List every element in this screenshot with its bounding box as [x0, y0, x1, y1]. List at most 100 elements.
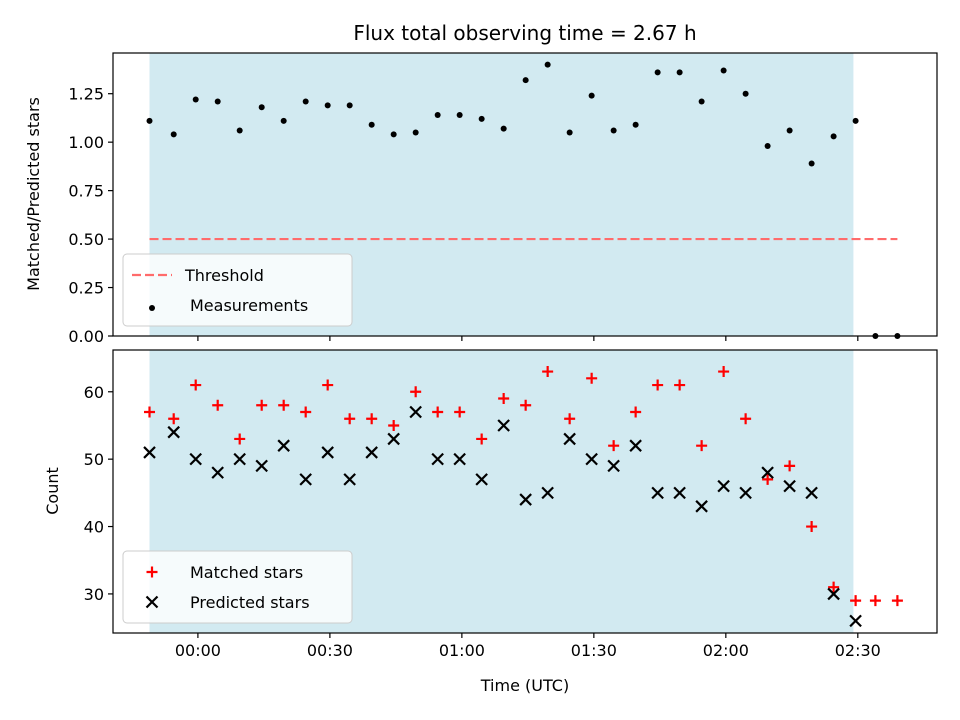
measurement-point	[654, 69, 661, 76]
measurement-point	[786, 127, 793, 134]
legend-predicted-swatch	[145, 595, 159, 609]
measurement-point	[830, 133, 837, 140]
predicted-star-point	[629, 439, 642, 452]
x-tick-label: 00:00	[175, 641, 221, 660]
matched-star-point	[850, 595, 862, 607]
legend-box	[122, 550, 353, 624]
matched-star-point	[144, 406, 156, 418]
predicted-star-point	[409, 405, 422, 419]
predicted-star-point	[695, 500, 708, 513]
predicted-star-point	[299, 473, 312, 486]
matched-star-point	[869, 595, 881, 607]
y-tick-label: 50	[84, 450, 104, 469]
y-tick-label: 0.50	[68, 230, 104, 249]
x-tick-label: 00:30	[307, 641, 353, 660]
predicted-star-point	[651, 486, 664, 500]
y-tick-label: 40	[84, 518, 104, 537]
matched-star-point	[388, 419, 400, 431]
matched-star-point	[410, 386, 422, 398]
measurement-point	[478, 115, 485, 122]
matched-star-point	[190, 379, 202, 391]
predicted-star-point	[585, 452, 598, 466]
predicted-star-point	[167, 425, 180, 439]
matched-star-point	[432, 406, 444, 418]
predicted-star-point	[739, 486, 752, 500]
predicted-star-point	[673, 486, 686, 500]
measurement-point	[588, 92, 595, 99]
measurement-point	[236, 127, 243, 134]
predicted-star-point	[387, 432, 400, 446]
matched-star-point	[828, 581, 840, 593]
x-tick-label: 01:30	[571, 641, 617, 660]
chart-title: Flux total observing time = 2.67 h	[353, 21, 696, 45]
matched-star-point	[696, 440, 708, 452]
predicted-star-point	[233, 452, 246, 466]
measurement-point	[456, 112, 463, 119]
matched-star-point	[740, 413, 752, 425]
predicted-star-point	[211, 466, 224, 479]
y-axis-label-ratio: Matched/Predicted stars	[24, 97, 43, 291]
matched-star-point	[542, 366, 554, 378]
predicted-star-point	[827, 587, 840, 601]
measurement-point	[852, 117, 859, 124]
matched-star-point	[212, 399, 224, 411]
measurement-point	[566, 129, 573, 136]
predicted-star-point	[717, 479, 730, 493]
matched-star-point	[256, 399, 268, 411]
legend-label: Threshold	[184, 266, 264, 285]
measurement-point	[720, 67, 727, 74]
measurement-point	[258, 104, 265, 111]
measurement-point	[522, 77, 529, 84]
x-tick-label: 01:00	[439, 641, 485, 660]
predicted-star-point	[453, 452, 466, 466]
measurement-point	[214, 98, 221, 105]
matched-star-point	[322, 379, 334, 391]
y-axis-label-count: Count	[43, 467, 62, 515]
predicted-star-point	[783, 479, 796, 493]
matched-star-point	[630, 406, 642, 418]
predicted-star-point	[431, 452, 444, 466]
legend-label: Matched stars	[190, 563, 303, 582]
measurement-point	[346, 102, 353, 109]
measurement-point	[368, 121, 375, 128]
measurement-point	[280, 117, 287, 124]
predicted-star-point	[607, 459, 620, 473]
x-tick-label: 02:30	[835, 641, 881, 660]
legend: Matched stars Predicted stars	[122, 550, 353, 624]
predicted-star-point	[519, 493, 532, 506]
measurement-point	[412, 129, 419, 136]
predicted-star-point	[255, 459, 268, 473]
measurement-point	[764, 143, 771, 150]
measurement-point	[302, 98, 309, 105]
predicted-star-point	[343, 473, 356, 486]
predicted-star-point	[761, 466, 774, 479]
measurement-point	[170, 131, 177, 138]
measurement-point	[434, 112, 441, 119]
matched-star-point	[762, 473, 774, 485]
y-tick-label: 30	[84, 585, 104, 604]
y-tick-label: 1.25	[68, 85, 104, 104]
legend-matched-swatch	[146, 566, 158, 578]
predicted-star-point	[475, 473, 488, 486]
predicted-star-point	[849, 614, 862, 628]
measurement-point	[632, 121, 639, 128]
matched-star-point	[476, 433, 488, 445]
matched-star-point	[608, 440, 620, 452]
count-panel: Count Time (UTC) 00:00 00:30 01:00 01:30 02:…	[43, 349, 938, 695]
x-tick-label: 02:00	[703, 641, 749, 660]
matched-star-point	[652, 379, 664, 391]
matched-star-point	[784, 460, 796, 472]
legend-box	[122, 253, 353, 327]
predicted-star-point	[497, 419, 510, 432]
matched-star-point	[891, 595, 903, 607]
legend-label: Predicted stars	[190, 593, 310, 612]
axes-frame	[112, 52, 938, 337]
axes-frame	[112, 349, 938, 634]
measurement-point	[676, 69, 683, 76]
matched-star-point	[366, 413, 378, 425]
legend-label: Measurements	[190, 296, 308, 315]
y-tick-label: 1.00	[68, 133, 104, 152]
legend: Threshold Measurements	[122, 253, 353, 327]
matched-star-point	[806, 521, 818, 533]
